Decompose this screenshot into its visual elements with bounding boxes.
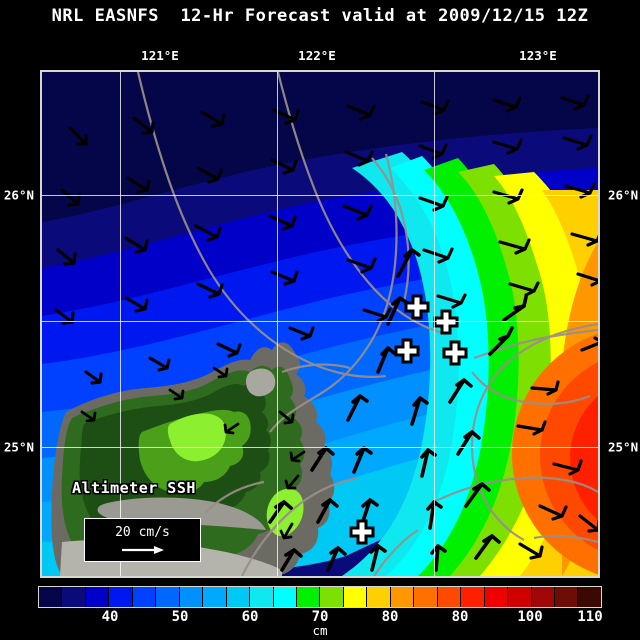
page-title: NRL EASNFS 12-Hr Forecast valid at 2009/…: [51, 6, 589, 26]
vector-scale-legend: 20 cm/s: [84, 518, 201, 562]
colorbar-tick-1: 50: [171, 609, 189, 625]
colorbar-swatch-1: [62, 587, 86, 607]
colorbar-swatch-12: [320, 587, 344, 607]
colorbar-swatch-18: [461, 587, 485, 607]
colorbar-unit-label: cm: [312, 623, 328, 638]
colorbar-swatch-19: [484, 587, 509, 607]
colorbar-swatch-15: [390, 587, 415, 607]
map-canvas[interactable]: [40, 70, 600, 578]
ssh-contours: [136, 72, 598, 576]
colorbar-tick-7: 110: [577, 609, 603, 625]
lat-tick-25n-left: 25°N: [3, 439, 34, 455]
map-inner: [42, 72, 598, 576]
gridline-121e: [120, 72, 121, 576]
colorbar-swatch-13: [343, 587, 368, 607]
gridline-25n: [42, 447, 598, 448]
colorbar-swatch-4: [132, 587, 157, 607]
right-arrow-icon: [121, 545, 164, 554]
colorbar-swatch-8: [226, 587, 251, 607]
colorbar-swatch-22: [554, 587, 579, 607]
colorbar-swatch-14: [367, 587, 391, 607]
colorbar-swatch-21: [531, 587, 555, 607]
colorbar-swatch-16: [414, 587, 438, 607]
gridline-255n: [42, 321, 598, 322]
land-taiwan: [51, 342, 335, 576]
colorbar-swatch-7: [203, 587, 227, 607]
colorbar-swatch-17: [437, 587, 462, 607]
colorbar-tick-0: 40: [101, 609, 119, 625]
colorbar-swatch-0: [39, 587, 63, 607]
gridline-122e: [277, 72, 278, 576]
ssh-field-raster: [42, 72, 598, 576]
colorbar-tick-5: 80: [451, 609, 469, 625]
gridline-1225e: [434, 72, 435, 576]
colorbar-tick-3: 70: [311, 609, 329, 625]
colorbar: [38, 586, 602, 608]
lon-tick-123e: 123°E: [519, 48, 557, 63]
gridline-26n: [42, 195, 598, 196]
colorbar-swatch-5: [156, 587, 180, 607]
colorbar-swatch-23: [578, 587, 601, 607]
lat-tick-26n-left: 26°N: [3, 187, 34, 203]
lat-tick-25n-right: 25°N: [608, 439, 639, 455]
vector-scale-text: 20 cm/s: [115, 524, 170, 540]
lat-tick-26n-right: 26°N: [608, 187, 639, 203]
colorbar-tick-2: 60: [241, 609, 259, 625]
colorbar-swatch-3: [109, 587, 133, 607]
lon-tick-122e: 122°E: [298, 48, 336, 63]
colorbar-swatch-9: [250, 587, 274, 607]
field-label: Altimeter SSH: [72, 479, 196, 497]
colorbar-swatch-2: [85, 587, 110, 607]
colorbar-tick-4: 80: [381, 609, 399, 625]
colorbar-swatch-6: [179, 587, 204, 607]
colorbar-tick-6: 100: [517, 609, 543, 625]
colorbar-swatch-10: [273, 587, 297, 607]
colorbar-swatch-20: [508, 587, 532, 607]
colorbar-swatch-11: [296, 587, 321, 607]
altimeter-track-markers: [349, 294, 468, 545]
lon-tick-121e: 121°E: [141, 48, 179, 63]
